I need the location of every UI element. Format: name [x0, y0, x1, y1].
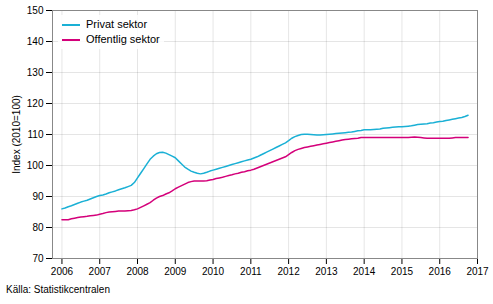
svg-text:100: 100: [27, 160, 44, 171]
svg-text:80: 80: [32, 222, 44, 233]
svg-text:2009: 2009: [164, 266, 187, 277]
svg-text:2010: 2010: [202, 266, 225, 277]
svg-text:2014: 2014: [353, 266, 376, 277]
html-text:Offentlig sektor: Offentlig sektor: [86, 33, 160, 45]
html-text:Privat sektor: Privat sektor: [86, 18, 148, 30]
svg-text:2016: 2016: [429, 266, 452, 277]
svg-text:2008: 2008: [126, 266, 149, 277]
svg-text:2007: 2007: [89, 266, 112, 277]
svg-text:2015: 2015: [391, 266, 414, 277]
svg-text:110: 110: [28, 129, 44, 140]
svg-text:120: 120: [27, 98, 44, 109]
svg-text:Index (2010=100): Index (2010=100): [11, 95, 22, 174]
svg-text:2006: 2006: [51, 266, 74, 277]
svg-text:2012: 2012: [277, 266, 300, 277]
svg-text:2017: 2017: [466, 266, 489, 277]
svg-text:130: 130: [27, 67, 44, 78]
svg-text:90: 90: [32, 191, 44, 202]
svg-text:2013: 2013: [315, 266, 338, 277]
html-text:Källa: Statistikcentralen: Källa: Statistikcentralen: [6, 284, 110, 295]
svg-text:150: 150: [27, 5, 44, 16]
svg-text:140: 140: [27, 36, 44, 47]
svg-text:70: 70: [32, 253, 44, 264]
svg-text:2011: 2011: [240, 266, 262, 277]
